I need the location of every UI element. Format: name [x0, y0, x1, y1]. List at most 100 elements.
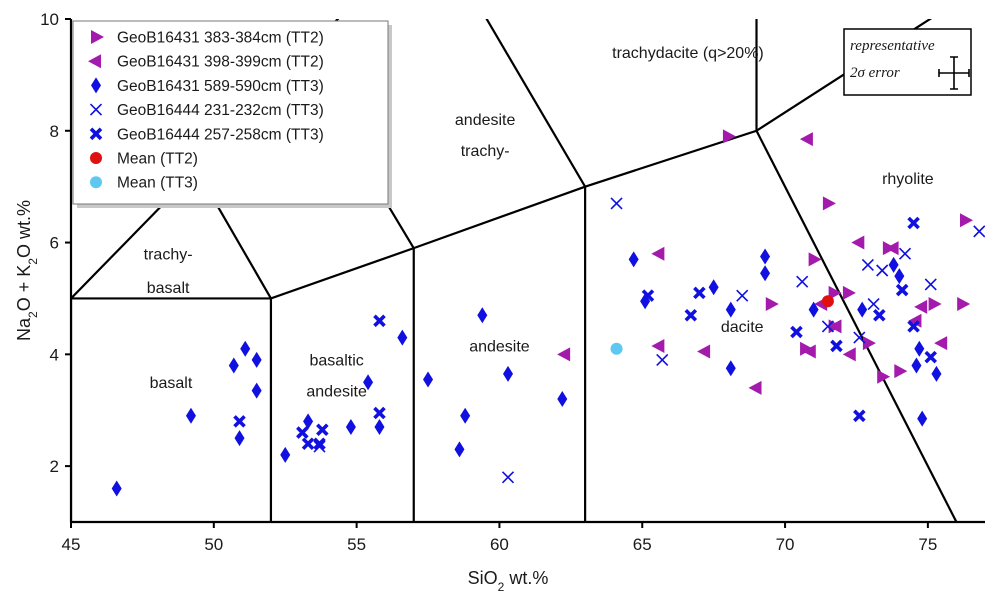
legend-box: [72, 20, 389, 205]
legend-entry: GeoB16431 589-590cm (TT3): [91, 77, 324, 95]
series-4: [233, 216, 938, 451]
field-label-6: trachy-: [144, 246, 193, 263]
data-point: [931, 365, 942, 382]
series-5: [821, 295, 834, 308]
x-tick-label: 50: [204, 535, 223, 554]
data-point: [828, 319, 842, 334]
data-point: [822, 196, 836, 211]
data-point: [708, 279, 719, 296]
data-point: [877, 369, 891, 384]
data-point: [651, 246, 665, 261]
field-boundary-8: [485, 19, 587, 188]
axes: 45 50 55 60 65 70 75 2 4 6 8 10 SiO2 wt.% Na2O + K2O …: [14, 10, 985, 594]
data-point: [802, 344, 816, 359]
y-tick-label: 10: [40, 10, 59, 29]
data-point: [557, 347, 571, 362]
data-point: [240, 340, 251, 357]
data-point: [760, 265, 771, 282]
legend: GeoB16431 383-384cm (TT2) GeoB16431 398-3…: [72, 20, 392, 208]
data-point: [363, 374, 374, 391]
data-point: [722, 129, 736, 144]
data-point: [898, 247, 912, 260]
data-point: [842, 285, 856, 300]
data-point: [651, 338, 665, 353]
y-tick-label: 4: [50, 345, 59, 364]
data-point: [374, 418, 385, 435]
y-tick-label: 6: [50, 234, 59, 253]
data-point: [924, 278, 937, 291]
legend-marker: [90, 152, 102, 164]
x-tick-label: 65: [633, 535, 652, 554]
data-point: [313, 440, 326, 453]
data-point: [830, 339, 843, 353]
data-point: [628, 251, 639, 268]
field-label-11: trachydacite (q>20%): [612, 45, 764, 62]
error-box: [843, 28, 972, 96]
data-point: [907, 216, 920, 230]
data-point: [345, 418, 356, 435]
data-point: [684, 308, 698, 322]
data-point: [280, 446, 291, 463]
data-point: [934, 336, 948, 351]
legend-marker: [91, 30, 104, 44]
data-point: [808, 252, 822, 267]
error-bar-box: representative 2σ error: [843, 28, 972, 96]
series-0: [722, 129, 974, 384]
data-point: [894, 268, 905, 285]
legend-entry: GeoB16431 383-384cm (TT2): [91, 30, 324, 47]
field-label-7: basalt: [147, 280, 190, 297]
legend-entry: Mean (TT3): [90, 175, 198, 192]
legend-label: GeoB16431 589-590cm (TT3): [117, 78, 324, 95]
data-point: [233, 415, 246, 428]
series-2: [111, 248, 942, 497]
legend-label: GeoB16431 398-399cm (TT2): [117, 54, 324, 71]
series-1: [557, 132, 948, 395]
data-point: [557, 391, 568, 408]
data-point: [501, 471, 515, 484]
error-cross-icon: [938, 56, 970, 90]
x-axis-label: SiO2 wt.%: [468, 568, 549, 594]
data-point: [876, 264, 889, 277]
data-point: [301, 437, 315, 451]
data-point: [303, 413, 314, 430]
field-label-3: andesite: [469, 339, 530, 356]
data-point: [460, 407, 471, 424]
data-point: [914, 340, 925, 357]
data-point: [861, 258, 874, 271]
data-point: [885, 241, 899, 256]
x-tick-label: 75: [918, 535, 937, 554]
legend-entry: GeoB16431 398-399cm (TT2): [88, 54, 324, 71]
data-point: [857, 301, 868, 318]
legend-label: GeoB16431 383-384cm (TT2): [117, 30, 324, 47]
data-point: [799, 132, 813, 147]
data-point: [610, 342, 623, 355]
data-points: [111, 129, 985, 497]
field-label-2: andesite: [306, 383, 367, 400]
data-point: [790, 325, 803, 339]
legend-label: GeoB16444 231-232cm (TT3): [117, 102, 324, 119]
legend-label: Mean (TT3): [117, 175, 198, 192]
data-point: [234, 430, 245, 447]
data-point: [697, 344, 711, 359]
data-point: [821, 295, 834, 308]
data-point: [796, 275, 809, 288]
y-tick-label: 2: [50, 457, 59, 476]
field-label-10: andesite: [455, 112, 516, 129]
data-point: [957, 297, 971, 312]
data-point: [914, 299, 928, 314]
field-label-1: basaltic: [310, 353, 364, 370]
data-point: [960, 213, 974, 228]
error-label-line2: 2σ error: [850, 65, 900, 81]
data-point: [736, 289, 749, 302]
x-tick-label: 60: [490, 535, 509, 554]
data-point: [800, 341, 814, 356]
series-6: [610, 342, 623, 355]
legend-label: GeoB16444 257-258cm (TT3): [117, 126, 324, 143]
data-point: [917, 410, 928, 427]
data-point: [808, 301, 819, 318]
data-point: [228, 357, 239, 374]
legend-marker: [91, 77, 101, 94]
data-point: [895, 283, 909, 297]
data-point: [760, 248, 771, 265]
